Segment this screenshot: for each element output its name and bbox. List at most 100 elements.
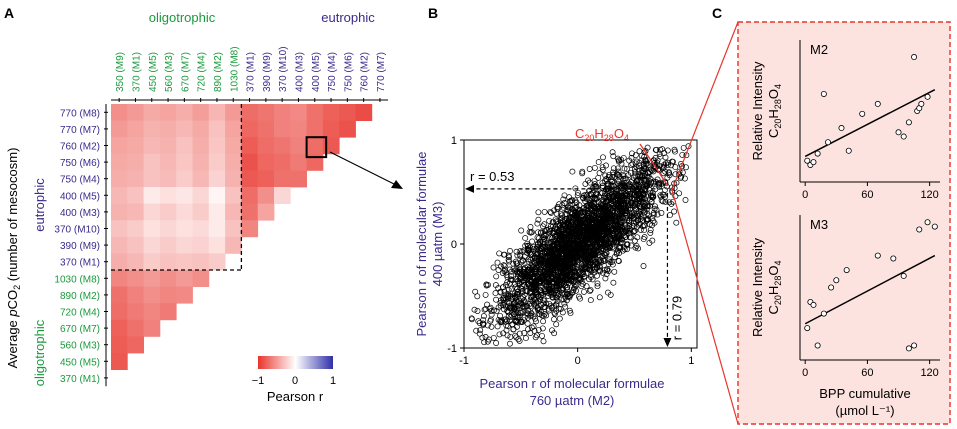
scatter-point	[612, 221, 618, 228]
scatter-point	[673, 219, 680, 226]
scatter-point	[569, 237, 575, 244]
scatter-point	[633, 182, 640, 189]
scatter-point	[504, 308, 511, 315]
scatter-point	[659, 146, 666, 153]
scatter-point	[541, 297, 548, 304]
legend-tick-zero: 0	[292, 375, 298, 387]
scatter-point	[593, 218, 600, 224]
scatter-point	[582, 236, 589, 243]
scatter-point	[564, 234, 571, 241]
scatter-point	[649, 193, 656, 200]
column-label: 350 (M9)	[115, 52, 126, 92]
scatter-point	[525, 326, 531, 333]
scatter-point	[551, 316, 557, 323]
scatter-point	[506, 340, 513, 347]
heatmap-cell	[111, 303, 128, 321]
scatter-point	[567, 202, 574, 209]
scatter-point	[598, 233, 604, 240]
heatmap-cell	[143, 170, 161, 188]
scatter-point	[599, 166, 606, 173]
row-label: 890 (M2)	[60, 291, 100, 302]
scatter-point	[541, 303, 548, 310]
scatter-point	[511, 311, 518, 318]
scatter-point	[545, 290, 552, 296]
scatter-point	[513, 248, 520, 255]
scatter-point	[588, 232, 595, 238]
scatter-point	[534, 245, 541, 252]
scatter-point	[490, 307, 497, 314]
scatter-point	[534, 304, 541, 311]
scatter-point	[507, 303, 513, 310]
heatmap-cell	[143, 236, 161, 254]
scatter-point	[643, 158, 650, 165]
heatmap-cell	[127, 170, 144, 188]
column-label: 370 (M1)	[131, 52, 142, 92]
heatmap-cell	[274, 170, 291, 188]
scatter-point	[572, 259, 579, 266]
scatter-point	[536, 311, 543, 318]
scatter-point	[616, 225, 622, 232]
scatter-point	[551, 290, 558, 297]
scatter-b-ylabel-2: 400 µatm (M3)	[430, 202, 445, 287]
scatter-point	[567, 270, 574, 277]
scatter-point	[632, 202, 639, 209]
scatter-point	[555, 229, 562, 236]
scatter-point	[493, 340, 500, 346]
scatter-point	[628, 195, 635, 202]
scatter-point	[580, 216, 587, 223]
scatter-point	[549, 246, 556, 253]
subplot-point	[820, 310, 827, 317]
heatmap-cell	[208, 220, 226, 238]
scatter-point	[555, 256, 562, 263]
heatmap-cell	[176, 137, 193, 155]
scatter-point	[609, 149, 616, 156]
scatter-point	[553, 294, 559, 301]
scatter-point	[610, 218, 616, 225]
scatter-point	[518, 227, 525, 234]
column-label: 750 (M6)	[343, 52, 354, 92]
subplot-point	[810, 159, 817, 166]
scatter-point	[509, 277, 516, 284]
scatter-point	[611, 189, 618, 196]
scatter-point	[557, 272, 564, 279]
scatter-point	[508, 312, 515, 319]
scatter-point	[610, 213, 617, 220]
scatter-point	[541, 221, 548, 228]
scatter-point	[518, 295, 525, 302]
column-label: 400 (M5)	[311, 52, 322, 92]
scatter-point	[579, 168, 586, 175]
subplot-point	[924, 93, 931, 100]
scatter-point	[518, 319, 525, 326]
scatter-point	[603, 250, 610, 257]
scatter-point	[610, 245, 617, 252]
y-tick-label: 1	[451, 135, 457, 147]
scatter-point	[603, 186, 610, 193]
row-label: 370 (M1)	[60, 374, 100, 385]
legend-tick-max: 1	[330, 375, 336, 387]
scatter-point	[659, 198, 666, 205]
row-label: 770 (M7)	[60, 125, 100, 136]
heatmap-cell	[176, 286, 193, 304]
scatter-point	[538, 290, 545, 296]
row-label: 750 (M6)	[60, 158, 100, 169]
scatter-point	[638, 177, 645, 184]
scatter-point	[480, 313, 487, 320]
scatter-point	[635, 208, 642, 215]
scatter-point	[672, 164, 679, 171]
scatter-point	[566, 255, 573, 262]
scatter-point	[640, 192, 646, 199]
scatter-point	[532, 315, 539, 322]
subplot-point	[911, 54, 918, 61]
subplot-point	[859, 110, 866, 117]
scatter-point	[562, 273, 569, 279]
scatter-point	[632, 169, 638, 176]
scatter-point	[540, 300, 547, 307]
scatter-point	[620, 171, 627, 178]
column-label: 720 (M4)	[197, 52, 208, 92]
heatmap-cell	[159, 253, 177, 271]
heatmap-cell	[143, 153, 161, 171]
scatter-point	[546, 260, 553, 267]
scatter-point	[472, 288, 479, 295]
scatter-point	[637, 173, 644, 180]
scatter-point	[498, 317, 505, 324]
